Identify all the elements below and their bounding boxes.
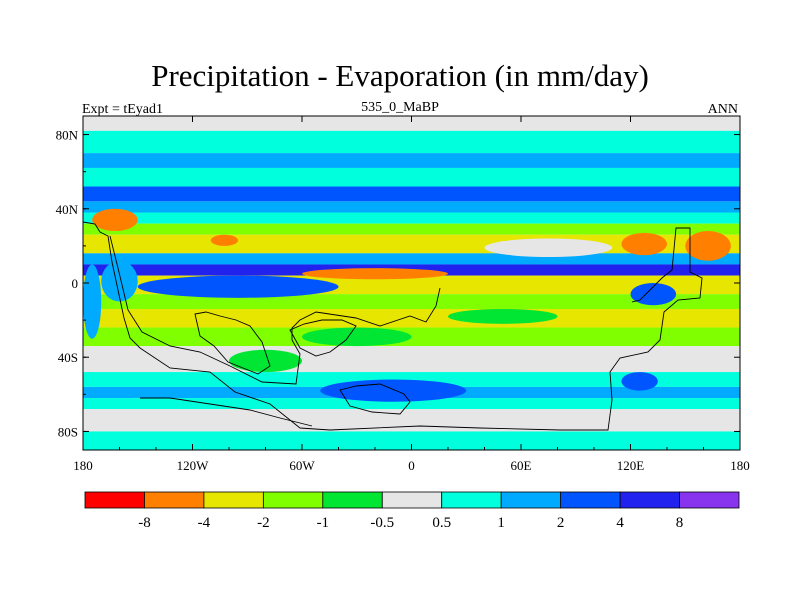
field-patch-2 (621, 232, 667, 256)
x-tick-label-1: 120W (177, 458, 210, 473)
x-tick-label-0: 180 (73, 458, 93, 473)
field-patch-14 (484, 238, 613, 258)
colorbar: -8 -4 -2 -1 -0.5 0.5 1 2 4 8 (84, 491, 740, 531)
colorbar-box-1 (144, 491, 205, 509)
field-band-5 (83, 201, 740, 213)
coastline-0 (83, 221, 703, 431)
field-band-20 (83, 431, 740, 450)
y-axis: 80N 40N 0 40S 80S (56, 128, 740, 439)
field-patch-9 (621, 372, 658, 391)
colorbar-label-5: 0.5 (432, 515, 451, 531)
colorbar-label-3: -1 (317, 515, 330, 531)
coastline-5 (140, 397, 313, 427)
field-patch-8 (320, 379, 467, 402)
colorbar-label-0: -8 (138, 515, 151, 531)
x-axis: 180 120W 60W 0 60E 120E 180 (73, 116, 750, 473)
colorbar-box-4 (322, 491, 383, 509)
field-patch-15 (83, 264, 102, 339)
colorbar-box-10 (679, 491, 740, 509)
x-tick-label-2: 60W (289, 458, 315, 473)
x-tick-label-5: 120E (617, 458, 645, 473)
field-patch-6 (101, 260, 138, 302)
field-band-7 (83, 223, 740, 235)
y-tick-label-1: 40N (56, 202, 79, 217)
colorbar-label-4: -0.5 (370, 515, 394, 531)
colorbar-box-2 (203, 491, 264, 509)
colorbar-box-7 (500, 491, 562, 509)
field-patch-3 (685, 231, 731, 261)
colorbar-box-6 (441, 491, 502, 509)
y-tick-label-3: 40S (58, 350, 78, 365)
coastline-4 (339, 383, 411, 415)
field-band-2 (83, 153, 740, 168)
colorbar-box-3 (262, 491, 324, 509)
coastline-1 (109, 235, 441, 385)
field-band-19 (83, 409, 740, 432)
field-patch-11 (229, 349, 302, 373)
coastline-3 (289, 319, 357, 357)
field-band-6 (83, 212, 740, 224)
x-tick-label-6: 180 (730, 458, 750, 473)
colorbar-label-7: 2 (557, 515, 565, 531)
colorbar-box-9 (619, 491, 680, 509)
field-band-12 (83, 294, 740, 309)
field-patch-5 (137, 275, 339, 298)
colorbar-label-8: 4 (616, 515, 624, 531)
field-patch-7 (630, 283, 677, 306)
field-patch-10 (521, 349, 740, 373)
colorbar-label-9: 8 (676, 515, 684, 531)
y-tick-label-2: 0 (72, 276, 79, 291)
colorbar-label-1: -4 (198, 515, 211, 531)
field-band-9 (83, 253, 740, 265)
field-patch-1 (210, 234, 239, 246)
x-tick-label-3: 0 (408, 458, 415, 473)
colorbar-label-2: -2 (257, 515, 270, 531)
y-tick-label-4: 80S (58, 424, 78, 439)
field-patch-13 (448, 308, 558, 324)
colorbar-box-8 (560, 491, 621, 509)
x-tick-label-4: 60E (511, 458, 532, 473)
field-patch-4 (302, 268, 448, 280)
y-tick-label-0: 80N (56, 128, 79, 143)
colorbar-box-5 (381, 491, 443, 509)
field-band-13 (83, 308, 740, 328)
field-patch-12 (302, 327, 412, 347)
colorbar-box-0 (84, 491, 145, 509)
experiment-label: Expt = tEyad1 (82, 102, 163, 117)
field-patch-0 (92, 208, 138, 232)
field-band-16 (83, 372, 740, 387)
chart-subtitle: 535_0_MaBP (361, 100, 439, 115)
field-layer (83, 116, 740, 450)
field-band-18 (83, 398, 740, 410)
season-label: ANN (707, 102, 738, 117)
field-band-0 (83, 116, 740, 131)
coastline-layer (83, 221, 703, 431)
coastline-2 (194, 311, 271, 375)
chart-title: Precipitation - Evaporation (in mm/day) (151, 58, 649, 93)
colorbar-label-6: 1 (497, 515, 505, 531)
field-band-4 (83, 186, 740, 202)
field-band-3 (83, 167, 740, 187)
field-band-1 (83, 130, 740, 154)
